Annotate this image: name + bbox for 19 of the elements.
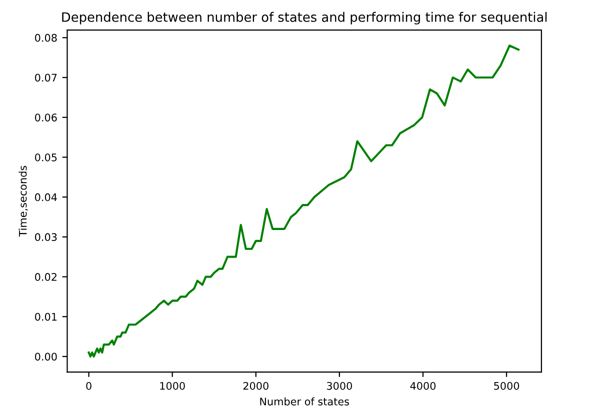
y-tick-label: 0.07 <box>35 74 57 82</box>
x-tick-label: 3000 <box>326 382 352 390</box>
y-tick-label: 0.05 <box>35 153 57 162</box>
y-tick-label: 0.08 <box>35 34 57 42</box>
y-axis-title: Time,seconds <box>18 166 28 237</box>
y-tick-label: 0.03 <box>35 233 57 242</box>
y-tick-label: 0.06 <box>35 114 57 122</box>
y-tick-label: 0.02 <box>35 273 56 281</box>
chart-title: Dependence between number of states and performing time for sequential <box>62 12 547 24</box>
line-series <box>88 44 520 358</box>
x-axis-title: Number of states <box>260 397 349 406</box>
x-tick-label: 1000 <box>160 382 185 390</box>
x-tick-label: 5000 <box>494 382 520 390</box>
y-tick-label: 0.01 <box>35 312 57 321</box>
x-tick-label: 0 <box>86 382 92 390</box>
x-tick-label: 4000 <box>410 382 436 390</box>
y-tick-label: 0.04 <box>35 193 57 202</box>
y-tick-label: 0.00 <box>35 352 57 361</box>
x-tick-label: 2000 <box>243 382 268 390</box>
